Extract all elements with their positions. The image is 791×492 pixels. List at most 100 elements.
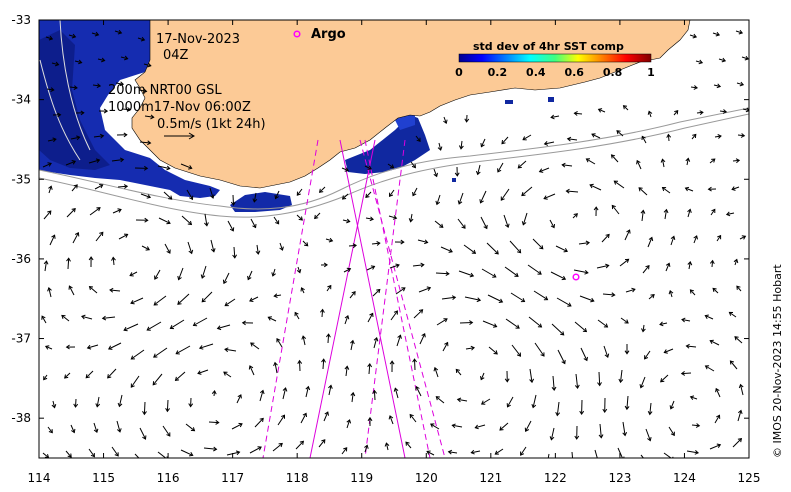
x-tick-label: 124 bbox=[673, 471, 696, 485]
current-vector-head bbox=[539, 245, 544, 250]
current-vector-head bbox=[343, 447, 348, 452]
current-vector bbox=[640, 454, 645, 458]
current-vector-head bbox=[483, 224, 488, 230]
current-vector bbox=[434, 367, 439, 378]
current-vector bbox=[208, 421, 219, 424]
current-vector bbox=[299, 360, 301, 372]
current-vector bbox=[344, 315, 349, 325]
current-vector-head bbox=[744, 55, 749, 61]
current-vector-head bbox=[537, 270, 542, 275]
current-vector-head bbox=[660, 378, 665, 383]
current-vector-head bbox=[43, 376, 48, 381]
current-vector-head bbox=[583, 356, 588, 362]
current-vector bbox=[193, 317, 208, 326]
current-vector-head bbox=[445, 271, 450, 277]
current-vector-head bbox=[435, 200, 441, 206]
track-dashed-c bbox=[364, 139, 406, 458]
current-vector-head bbox=[350, 391, 356, 397]
sst-speck bbox=[452, 178, 456, 182]
velocity-scale-label: 0.5m/s (1kt 24h) bbox=[157, 117, 266, 132]
current-vector-head bbox=[152, 381, 157, 386]
x-tick-label: 121 bbox=[479, 471, 502, 485]
current-vector-head bbox=[51, 404, 57, 409]
current-vector-head bbox=[704, 314, 709, 319]
current-vector bbox=[250, 342, 260, 350]
current-vector bbox=[294, 312, 300, 320]
current-vector bbox=[203, 447, 217, 450]
current-vector-head bbox=[521, 221, 527, 226]
current-vector bbox=[279, 242, 283, 251]
current-vector bbox=[718, 58, 726, 62]
current-vector-head bbox=[709, 259, 715, 265]
current-vector bbox=[579, 295, 594, 302]
current-vector bbox=[164, 243, 171, 254]
current-vector-head bbox=[367, 165, 372, 170]
current-vector bbox=[442, 342, 449, 352]
current-vector-head bbox=[611, 204, 616, 210]
current-vector bbox=[696, 111, 703, 114]
current-vector-head bbox=[389, 164, 395, 169]
current-vector bbox=[67, 258, 70, 270]
current-vector bbox=[88, 159, 100, 164]
current-vector-head bbox=[745, 107, 749, 113]
current-vector-head bbox=[405, 441, 410, 446]
current-vector bbox=[509, 240, 521, 254]
current-vector bbox=[368, 363, 371, 375]
current-vector-head bbox=[222, 279, 228, 285]
current-vector-head bbox=[123, 184, 129, 189]
current-vector-head bbox=[376, 288, 381, 294]
current-vector-head bbox=[698, 59, 704, 65]
current-vector bbox=[282, 387, 287, 400]
current-vector bbox=[586, 158, 596, 165]
current-vector bbox=[458, 192, 464, 205]
current-vector bbox=[388, 215, 397, 219]
current-vector-head bbox=[597, 108, 603, 113]
current-vector-head bbox=[114, 452, 119, 457]
current-vector bbox=[405, 441, 412, 449]
current-vector-head bbox=[692, 133, 697, 139]
current-vector bbox=[45, 345, 53, 350]
current-vector-head bbox=[346, 218, 351, 224]
current-vector-head bbox=[95, 403, 101, 408]
current-vector-head bbox=[593, 206, 599, 211]
current-vector bbox=[481, 398, 491, 405]
current-vector bbox=[85, 370, 94, 379]
current-vector-head bbox=[341, 195, 347, 200]
current-vector bbox=[507, 396, 514, 408]
current-vector-head bbox=[695, 423, 701, 428]
current-vector bbox=[42, 452, 49, 458]
current-vector bbox=[199, 343, 214, 349]
current-vector bbox=[598, 108, 606, 113]
current-vector bbox=[435, 396, 445, 404]
colorbar-gradient bbox=[458, 53, 652, 63]
current-vector bbox=[201, 291, 213, 303]
current-vector bbox=[81, 315, 93, 320]
current-vector bbox=[417, 239, 428, 243]
current-vector bbox=[623, 105, 629, 111]
current-vector-head bbox=[210, 248, 216, 253]
current-vector-head bbox=[188, 165, 193, 170]
current-vector-head bbox=[274, 194, 279, 200]
current-vector bbox=[463, 244, 476, 254]
current-vector-head bbox=[589, 183, 594, 189]
current-vector bbox=[102, 316, 116, 319]
current-vector bbox=[387, 163, 394, 169]
current-vector-head bbox=[44, 345, 50, 350]
current-vector-head bbox=[644, 355, 649, 360]
current-vector bbox=[601, 234, 610, 243]
current-vector bbox=[480, 190, 487, 204]
current-vector-head bbox=[516, 249, 522, 254]
current-vector-head bbox=[302, 412, 307, 418]
current-vector-head bbox=[95, 158, 101, 164]
current-vector bbox=[575, 373, 579, 389]
product-time-label: 1000m17-Nov 06:00Z bbox=[108, 100, 251, 115]
current-vector bbox=[121, 108, 131, 111]
current-vector-head bbox=[299, 440, 305, 445]
current-vector-head bbox=[47, 210, 52, 215]
current-vector bbox=[620, 369, 623, 383]
current-vector-head bbox=[78, 59, 83, 65]
current-vector-head bbox=[124, 55, 129, 61]
current-vector-head bbox=[444, 341, 449, 347]
y-tick-label: -34 bbox=[11, 93, 31, 107]
current-vector bbox=[256, 244, 259, 255]
